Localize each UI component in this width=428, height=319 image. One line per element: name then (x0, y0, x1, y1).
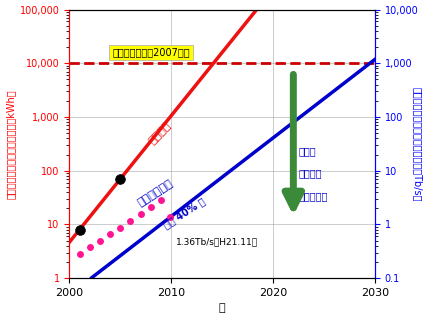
Text: 消費電力: 消費電力 (147, 120, 172, 146)
Text: 年間総発電量（2007年）: 年間総発電量（2007年） (112, 48, 190, 57)
Text: ３桁の: ３桁の (298, 146, 316, 157)
Text: 1.36Tb/s（H21.11）: 1.36Tb/s（H21.11） (176, 238, 259, 247)
Y-axis label: 電子ルーター年間消費電力（億kWh）: 電子ルーター年間消費電力（億kWh） (6, 89, 15, 199)
Text: 削減が必要: 削減が必要 (298, 191, 328, 201)
Text: トラフィック: トラフィック (136, 178, 175, 208)
Text: 年率 40% 増: 年率 40% 増 (162, 196, 207, 230)
Y-axis label: 全インターネットトラフィック（Tb/s）: 全インターネットトラフィック（Tb/s） (413, 87, 422, 201)
Text: 消費電力: 消費電力 (298, 168, 322, 178)
X-axis label: 年: 年 (219, 303, 226, 314)
